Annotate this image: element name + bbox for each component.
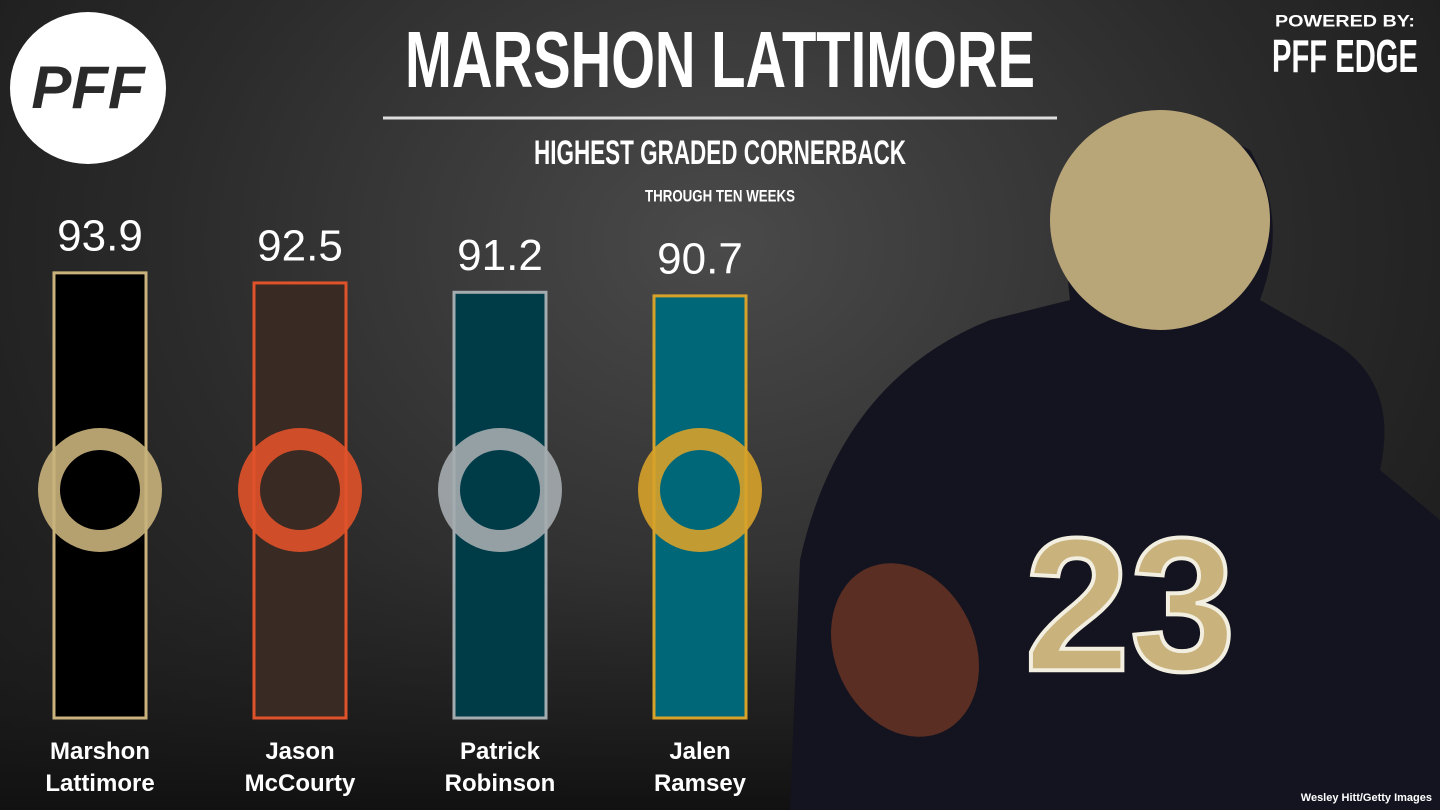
value-label: 93.9: [57, 211, 143, 260]
powered-by: POWERED BY:: [1275, 11, 1415, 30]
team-logo-inner: [260, 450, 340, 530]
subtitle: HIGHEST GRADED CORNERBACK: [534, 134, 906, 172]
team-logo-inner: [660, 450, 740, 530]
note: THROUGH TEN WEEKS: [645, 186, 795, 205]
value-label: 91.2: [457, 231, 543, 280]
logo-ball: [10, 12, 166, 164]
svg-text:23: 23: [1024, 499, 1235, 711]
brand: PFF EDGE: [1272, 30, 1418, 82]
value-label: 92.5: [257, 222, 343, 271]
logo-text: PFF: [31, 54, 146, 121]
category-label: Marshon Lattimore: [45, 738, 155, 797]
chart-title: MARSHON LATTIMORE: [405, 15, 1035, 104]
team-logo-inner: [60, 450, 140, 530]
category-label: Jason McCourty: [244, 738, 356, 797]
category-label: Patrick Robinson: [444, 738, 556, 797]
value-label: 90.7: [657, 235, 743, 284]
credit: Wesley Hitt/Getty Images: [1301, 792, 1432, 804]
team-logo-inner: [460, 450, 540, 530]
category-label: Jalen Ramsey: [653, 738, 747, 797]
player-silhouette: 23: [790, 110, 1440, 810]
